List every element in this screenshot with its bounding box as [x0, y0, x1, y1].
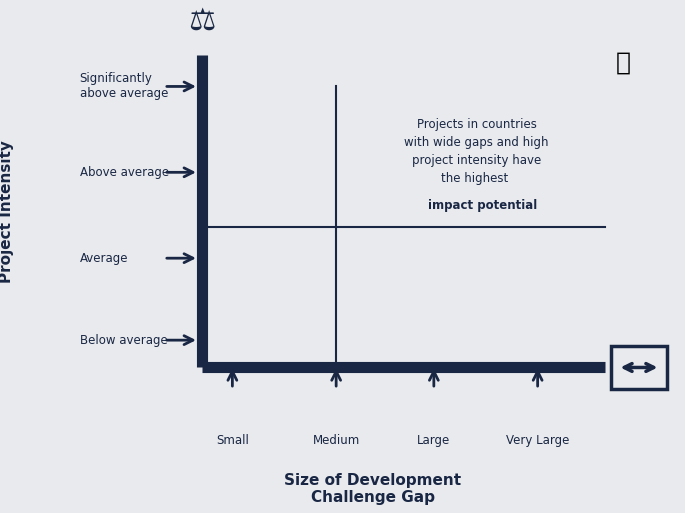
Text: Small: Small — [216, 434, 249, 447]
Text: Very Large: Very Large — [506, 434, 569, 447]
Text: impact potential: impact potential — [428, 199, 537, 212]
Text: Below average: Below average — [79, 333, 168, 347]
Text: Medium: Medium — [312, 434, 360, 447]
Text: Significantly
above average: Significantly above average — [79, 72, 168, 101]
Text: ⚖: ⚖ — [188, 7, 216, 36]
Text: Average: Average — [79, 252, 128, 265]
Text: Project Intensity: Project Intensity — [0, 140, 14, 283]
Text: Size of Development
Challenge Gap: Size of Development Challenge Gap — [284, 473, 462, 505]
Text: Large: Large — [417, 434, 451, 447]
Text: Projects in countries
with wide gaps and high
project intensity have
the highest: Projects in countries with wide gaps and… — [404, 117, 549, 185]
FancyBboxPatch shape — [611, 346, 667, 389]
Text: 🎯: 🎯 — [616, 51, 631, 75]
Text: Above average: Above average — [79, 166, 169, 179]
